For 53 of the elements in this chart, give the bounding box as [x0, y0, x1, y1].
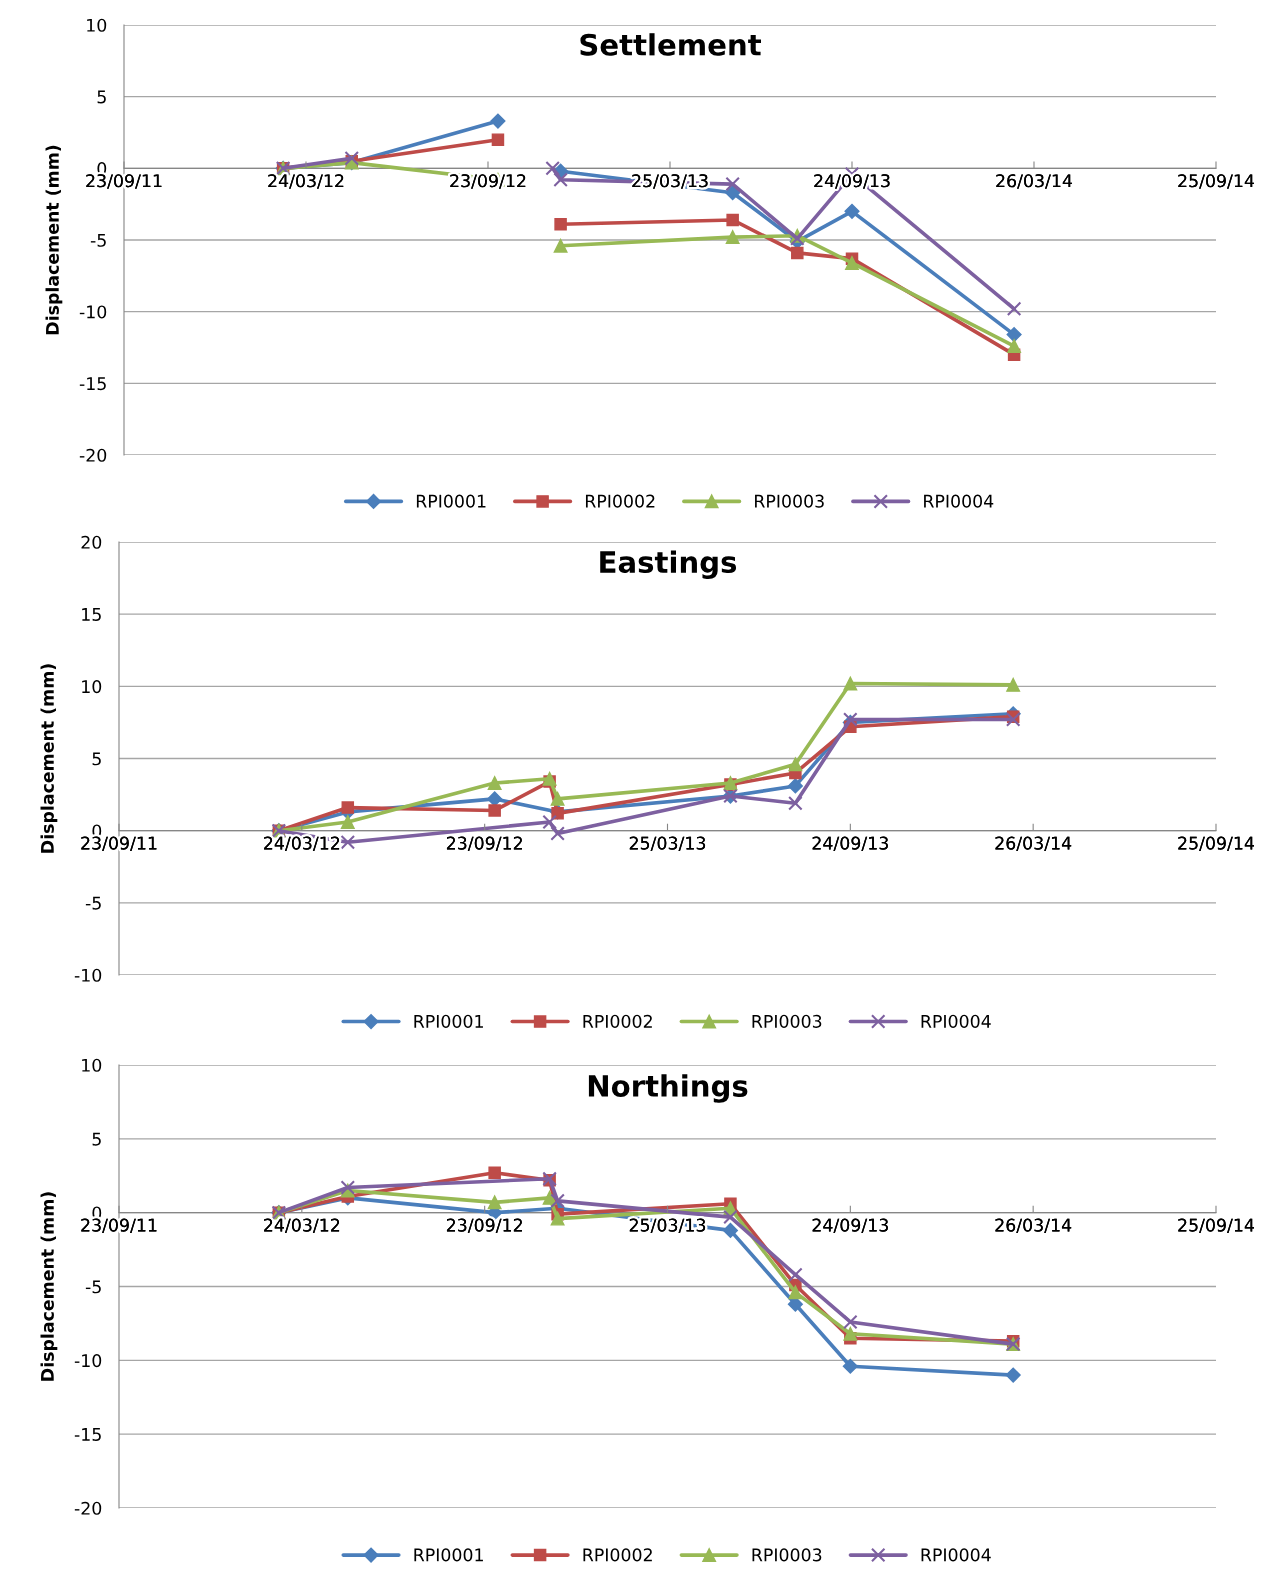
y-tick-label: 20 [81, 535, 102, 549]
x-tick-label: 24/09/13 [812, 1218, 888, 1234]
chart-title: Eastings [600, 550, 737, 579]
y-tick-label: -10 [74, 968, 102, 982]
x-tick-label: 26/03/14 [995, 836, 1072, 852]
x-tick-label: 23/09/11 [81, 836, 157, 852]
y-tick-label: -20 [74, 1501, 102, 1515]
legend-label: RPI0001 [414, 1014, 483, 1028]
x-tick-label: 23/09/11 [81, 1218, 157, 1234]
legend-label: RPI0004 [924, 494, 994, 508]
x-tick-label: 24/03/12 [268, 174, 344, 189]
x-tick-label: 24/09/13 [812, 836, 888, 852]
x-tick-label: 26/03/14 [996, 174, 1073, 189]
y-tick-label: -10 [74, 1354, 102, 1368]
y-tick-label: 5 [92, 752, 101, 766]
y-tick-label: -15 [74, 1428, 101, 1442]
y-axis-title: Displacement (mm) [40, 664, 58, 853]
y-tick-label: 10 [87, 18, 107, 32]
y-tick-label: 5 [97, 90, 106, 104]
x-tick-label: 26/03/14 [995, 1218, 1072, 1234]
legend-label: RPI0003 [752, 1014, 822, 1028]
y-tick-label: -15 [79, 377, 106, 391]
legend-label: RPI0002 [583, 1548, 652, 1562]
y-tick-label: -20 [79, 448, 107, 462]
x-tick-label: 24/03/12 [264, 1218, 340, 1234]
y-tick-label: -5 [90, 233, 106, 247]
x-tick-label: 23/09/12 [446, 836, 522, 852]
y-axis-title: Displacement (mm) [45, 145, 63, 335]
x-tick-label: 25/09/14 [1178, 836, 1255, 852]
x-tick-label: 25/03/13 [629, 836, 706, 852]
y-tick-label: 10 [82, 680, 102, 694]
x-tick-label: 23/09/11 [86, 174, 162, 189]
y-tick-label: -10 [79, 305, 107, 319]
y-tick-label: -5 [85, 896, 101, 910]
x-tick-label: 24/03/12 [264, 836, 340, 852]
y-tick-label: 5 [92, 1132, 101, 1146]
y-tick-label: -5 [85, 1280, 101, 1294]
x-tick-label: 25/09/14 [1178, 1218, 1255, 1234]
legend-label: RPI0004 [921, 1014, 991, 1028]
y-axis-title: Displacement (mm) [40, 1192, 58, 1381]
chart-title: Settlement [580, 33, 761, 56]
legend-label: RPI0001 [416, 494, 486, 508]
legend-label: RPI0004 [921, 1548, 991, 1562]
legend-label: RPI0003 [752, 1548, 822, 1562]
legend-label: RPI0002 [585, 494, 655, 508]
chart-title: Northings [588, 1074, 748, 1103]
x-tick-label: 23/09/12 [446, 1218, 522, 1234]
legend-label: RPI0002 [583, 1014, 652, 1028]
y-tick-label: 10 [82, 1058, 102, 1072]
x-tick-label: 25/09/14 [1178, 174, 1255, 189]
y-tick-label: 15 [82, 608, 101, 622]
legend-label: RPI0001 [414, 1548, 483, 1562]
legend-label: RPI0003 [755, 494, 824, 508]
